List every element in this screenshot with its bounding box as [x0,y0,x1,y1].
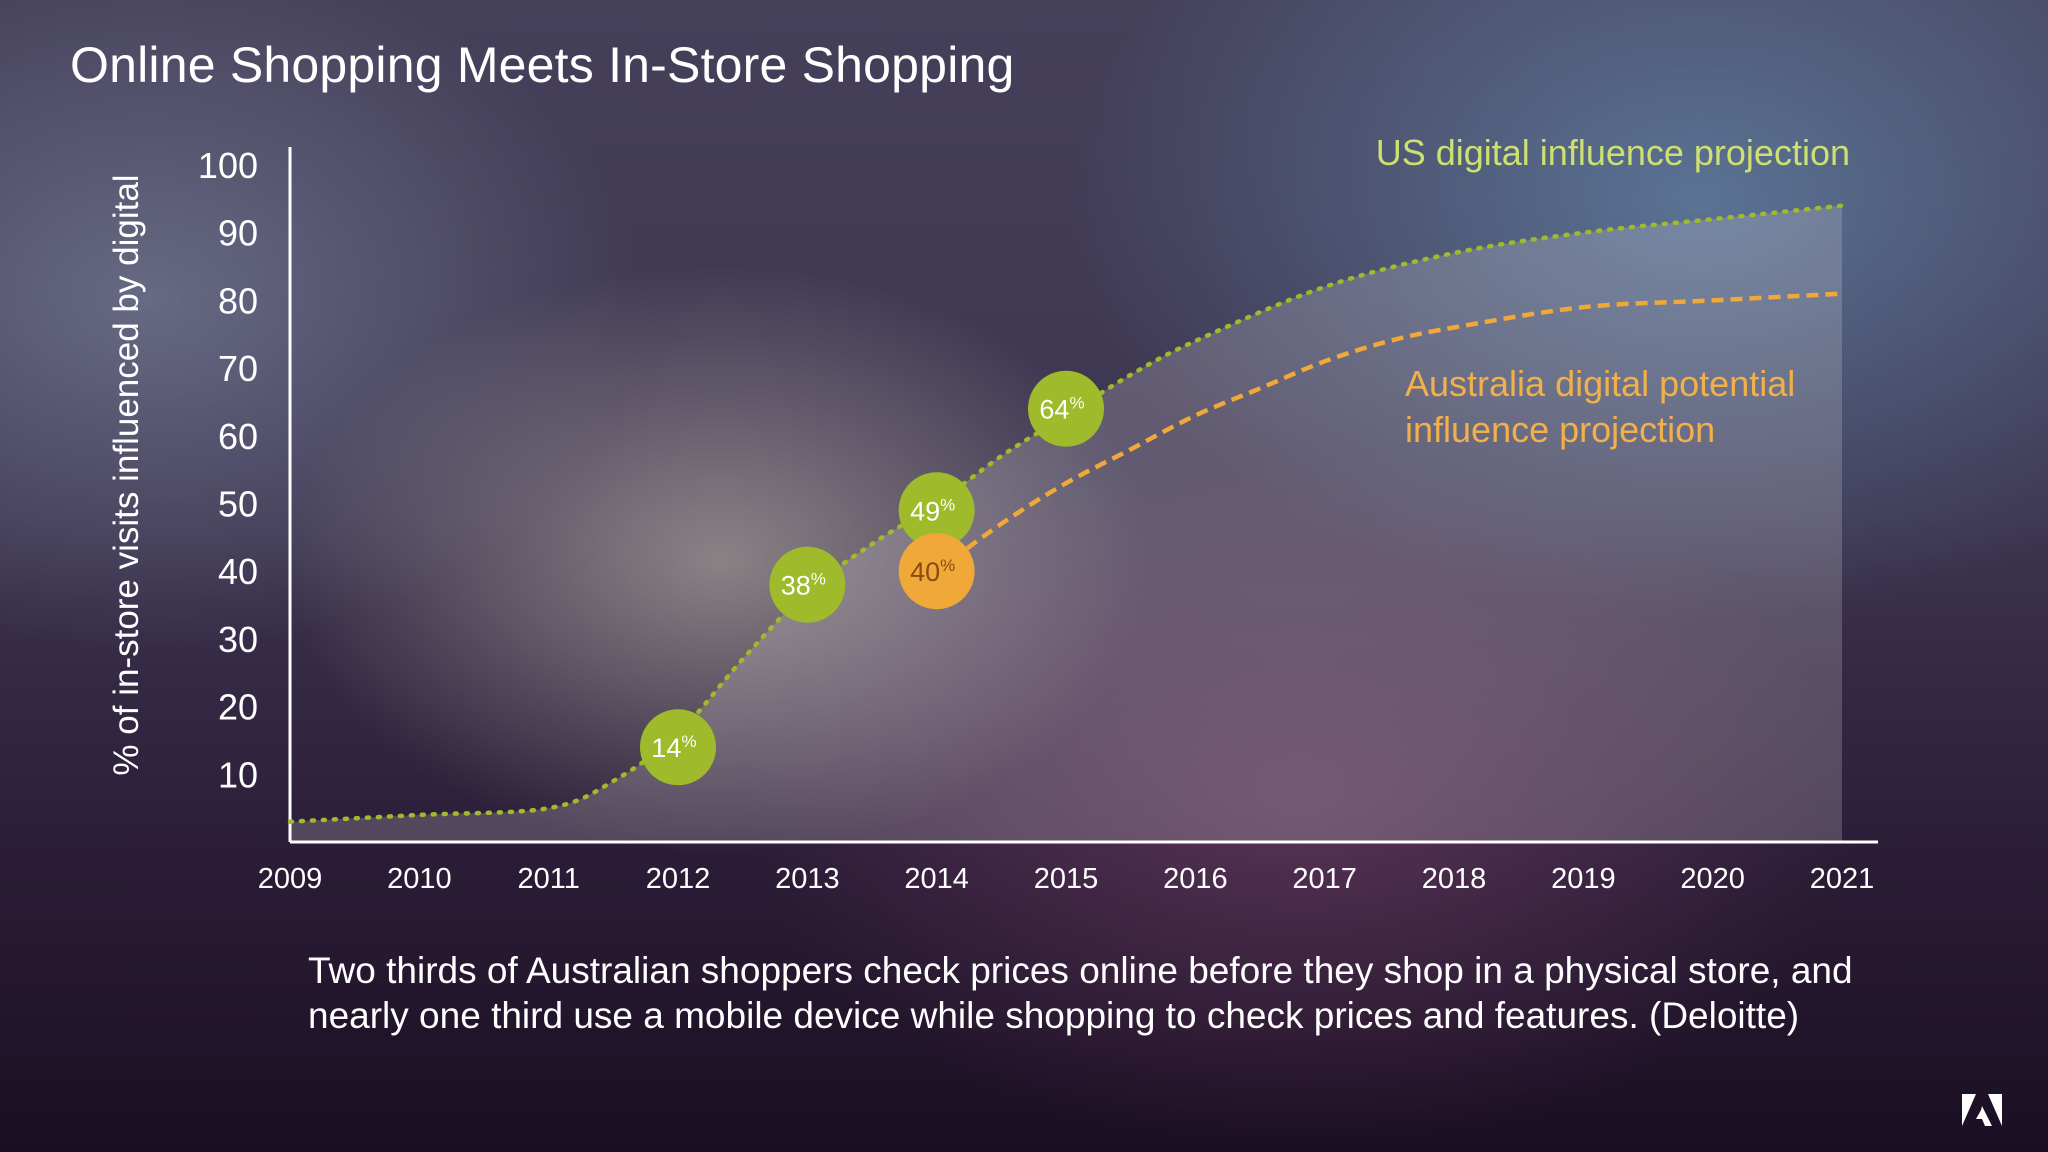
chart-markers: 14% 38% 49% 64% 40% [640,370,1104,786]
x-tick-label: 2018 [1422,863,1487,895]
us-data-point: 14% [640,709,716,786]
us-data-point: 49% [898,472,975,549]
australia-data-point: 40% [898,533,975,610]
y-tick-label: 40 [218,551,258,592]
chart-labels: US digital influence projection Australia… [1376,132,1850,450]
x-tick-label: 2009 [258,863,323,895]
slide-caption: Two thirds of Australian shoppers check … [308,948,1988,1038]
y-tick-label: 70 [218,348,258,389]
australia-data-point-label: 40% [910,556,955,587]
x-tick-label: 2013 [775,863,840,895]
x-tick-label: 2011 [517,863,579,895]
y-tick-label: 30 [218,619,258,660]
australia-series-line [935,291,1843,574]
australia-series-label-line-1: Australia digital potential [1405,363,1795,404]
us-data-point: 38% [769,546,846,623]
us-data-point-label: 14% [651,732,696,763]
y-tick-label: 50 [218,484,258,525]
us-data-point-label: 38% [781,570,826,601]
y-tick-label: 60 [218,416,258,457]
caption-line-2: nearly one third use a mobile device whi… [308,995,1800,1036]
x-tick-label: 2019 [1551,863,1616,895]
us-data-point-circle [898,472,975,549]
caption-line-1: Two thirds of Australian shoppers check … [308,950,1853,991]
australia-data-point-circle [898,533,975,610]
x-tick-label: 2021 [1810,863,1875,895]
x-tick-label: 2016 [1163,863,1228,895]
y-tick-label: 80 [218,280,258,321]
us-data-point-label: 64% [1039,394,1084,425]
x-tick-label: 2010 [387,863,452,895]
us-data-point-label: 49% [910,495,955,526]
us-series-line [287,203,1845,824]
chart-lines [287,203,1845,824]
x-tick-label: 2017 [1292,863,1357,895]
australia-series-label-line-2: influence projection [1405,409,1715,450]
x-tick-label: 2020 [1680,863,1745,895]
y-tick-label: 10 [218,754,258,795]
x-tick-label: 2014 [904,863,969,895]
y-tick-label: 20 [218,687,258,728]
us-data-point-circle [1028,370,1104,447]
y-tick-label: 100 [198,145,258,186]
adobe-logo-icon [1962,1094,2002,1126]
slide-title: Online Shopping Meets In-Store Shopping [70,37,1015,93]
chart-area [290,205,1842,842]
us-data-point: 64% [1028,370,1104,447]
y-tick-label: 90 [218,213,258,254]
us-data-point-circle [769,546,846,623]
x-tick-label: 2015 [1034,863,1099,895]
y-axis-title: % of in-store visits influenced by digit… [107,174,146,775]
us-area-fill [290,205,1842,842]
us-series-label: US digital influence projection [1376,132,1850,173]
x-tick-label: 2012 [646,863,711,895]
us-data-point-circle [640,709,716,786]
